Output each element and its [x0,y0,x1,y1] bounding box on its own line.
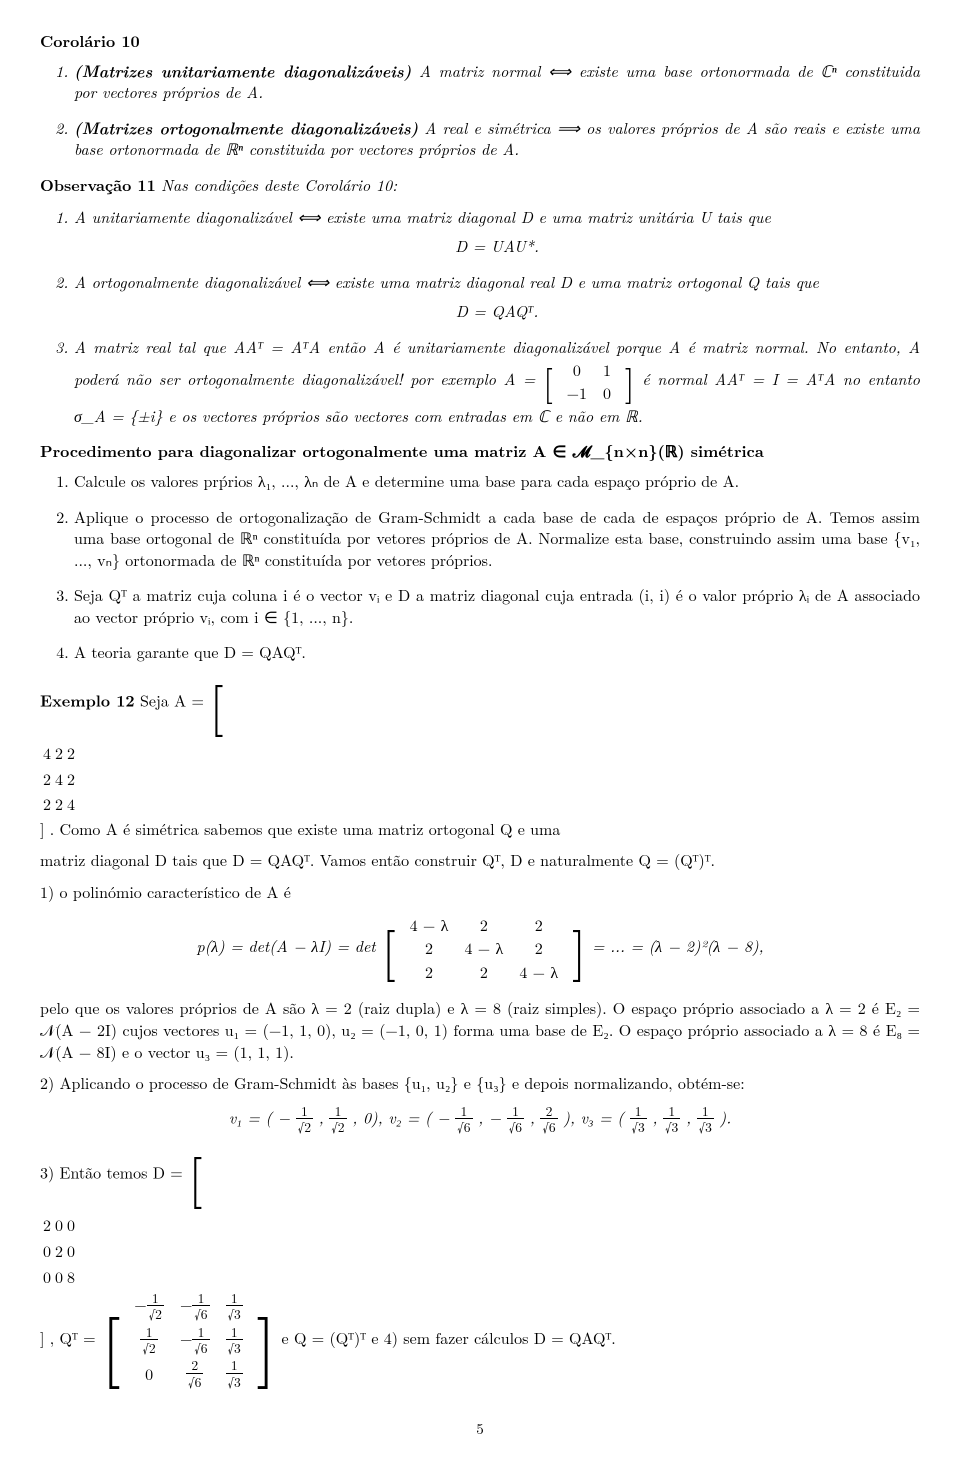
ex-matrix-Alam: [ 4 − λ22 24 − λ2 224 − λ ] [381,913,586,984]
ex-step3: 3) Então temos D = [ [40,1149,920,1201]
ex-title: Exemplo 12 [40,689,135,712]
corolario-list: (Matrizes unitariamente diagonalizáveis)… [40,60,920,160]
ex-line3: 1) o polinómio característico de A é [40,881,920,903]
ex-D-label: 3) Então temos D = [40,1161,188,1184]
obs1-eq: D = UAU*. [74,235,920,257]
obs1-text: A unitariamente diagonalizável ⟺ existe … [74,205,771,228]
ex-intro-b: . Como A é simétrica sabemos que existe … [50,817,561,840]
obs-title: Observação 11 [40,173,156,196]
ex-char-poly: p(λ) = det(A − λI) = det [ 4 − λ22 24 − … [40,913,920,984]
proc-title: Procedimento para diagonalizar ortogonal… [40,440,920,462]
ex-line2: matriz diagonal D tais que D = QAQᵀ. Vam… [40,849,920,871]
proc-1: Calcule os valores prṕrios λ₁, ..., λₙ d… [74,470,920,492]
ex-para2: pelo que os valores próprios de A são λ … [40,997,920,1062]
cor-item-2: (Matrizes ortogonalmente diagonalizáveis… [74,117,920,160]
corolario-title: Corolário 10 [40,30,920,52]
ex-para3: 2) Aplicando o processo de Gram-Schmidt … [40,1072,920,1094]
eq-rhs: = ... = (λ − 2)²(λ − 8), [592,933,763,956]
obs2-text: A ortogonalmente diagonalizável ⟺ existe… [74,270,819,293]
obs-list: A unitariamente diagonalizável ⟺ existe … [40,206,920,427]
cor-item-1: (Matrizes unitariamente diagonalizáveis)… [74,60,920,103]
obs-intro: Nas condições deste Corolário 10: [161,173,397,196]
proc-3: Seja Qᵀ a matriz cuja coluna i é o vecto… [74,584,920,627]
obs-title-line: Observação 11 Nas condições deste Corolá… [40,174,920,196]
ex-seja: Seja A = [140,689,209,712]
ex-matrix-QT: [ −1√2 −1√6 1√3 1√2 −1√6 1√3 0 2√6 1√3 ] [101,1290,276,1391]
proc-4: A teoria garante que D = QAQᵀ. [74,641,920,663]
obs3-matrix: [ 01 −10 ] [543,358,635,405]
page-number: 5 [40,1419,920,1439]
proc-2: Aplique o processo de ortogonalização de… [74,506,920,571]
ex-v-line: v₁ = ( − 1√2 , 1√2 , 0), v₂ = ( − 1√6 , … [40,1104,920,1136]
obs-item-1: A unitariamente diagonalizável ⟺ existe … [74,206,920,257]
cor1-label: (Matrizes unitariamente diagonalizáveis) [74,59,411,82]
proc-list: Calcule os valores prṕrios λ₁, ..., λₙ d… [40,470,920,663]
eq-lhs: p(λ) = det(A − λI) = det [196,933,381,956]
obs2-eq: D = QAQᵀ. [74,300,920,322]
ex-line1: Exemplo 12 Seja A = [ [40,677,920,729]
ex-matrix-D: [ [188,1149,202,1201]
cor2-label: (Matrizes ortogonalmente diagonalizáveis… [74,116,418,139]
obs-item-3: A matriz real tal que AAᵀ = AᵀA então A … [74,336,920,426]
ex-matrix-A: [ [209,677,223,729]
obs-item-2: A ortogonalmente diagonalizável ⟺ existe… [74,271,920,322]
